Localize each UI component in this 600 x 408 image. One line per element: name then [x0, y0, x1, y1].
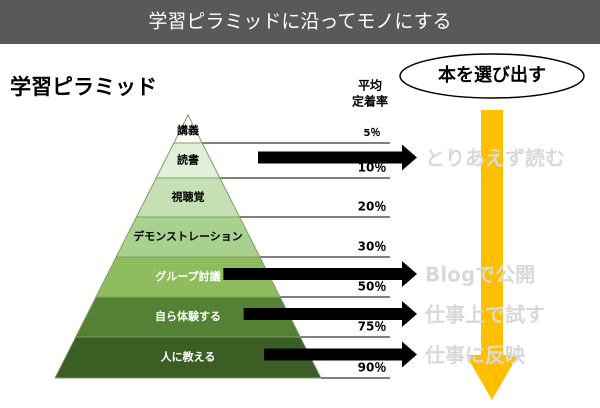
action-label: 仕事上で試す: [424, 303, 545, 327]
action-arrow: [258, 144, 417, 171]
action-arrow: [223, 261, 417, 287]
layer-label: 講義: [177, 123, 199, 137]
action-label: Blogで公開: [425, 263, 535, 287]
retention-value: 20％: [358, 200, 387, 214]
action-label: 仕事に反映: [424, 343, 526, 367]
header-title: 学習ピラミッドに沿ってモノにする: [148, 11, 451, 33]
layer-label: 視聴覚: [171, 190, 205, 204]
header-bar: [0, 0, 600, 44]
retention-value: 50％: [358, 280, 387, 294]
flow-arrow-head: [466, 355, 518, 400]
retention-value: 5％: [364, 127, 381, 139]
action-arrow: [243, 301, 417, 327]
retention-value: 90％: [358, 361, 387, 375]
layer-label: デモンストレーション: [133, 229, 243, 243]
goal-label: 本を選び出す: [438, 64, 546, 86]
layer-label: グループ討議: [155, 269, 220, 283]
retention-value: 75％: [358, 320, 387, 334]
retention-value: 30％: [358, 240, 387, 254]
flow-arrow: [481, 110, 503, 355]
retention-value: 10％: [358, 161, 387, 175]
action-label: とりあえず読む: [425, 146, 565, 170]
retention-header: 定着率: [352, 94, 388, 109]
layer-label: 人に教える: [161, 350, 216, 364]
pyramid-title: 学習ピラミッド: [10, 75, 157, 99]
retention-header: 平均: [358, 78, 382, 93]
goal-oval: [399, 53, 585, 99]
action-arrow: [264, 341, 417, 368]
layer-label: 読書: [177, 153, 199, 167]
layer-label: 自ら体験する: [155, 309, 221, 323]
